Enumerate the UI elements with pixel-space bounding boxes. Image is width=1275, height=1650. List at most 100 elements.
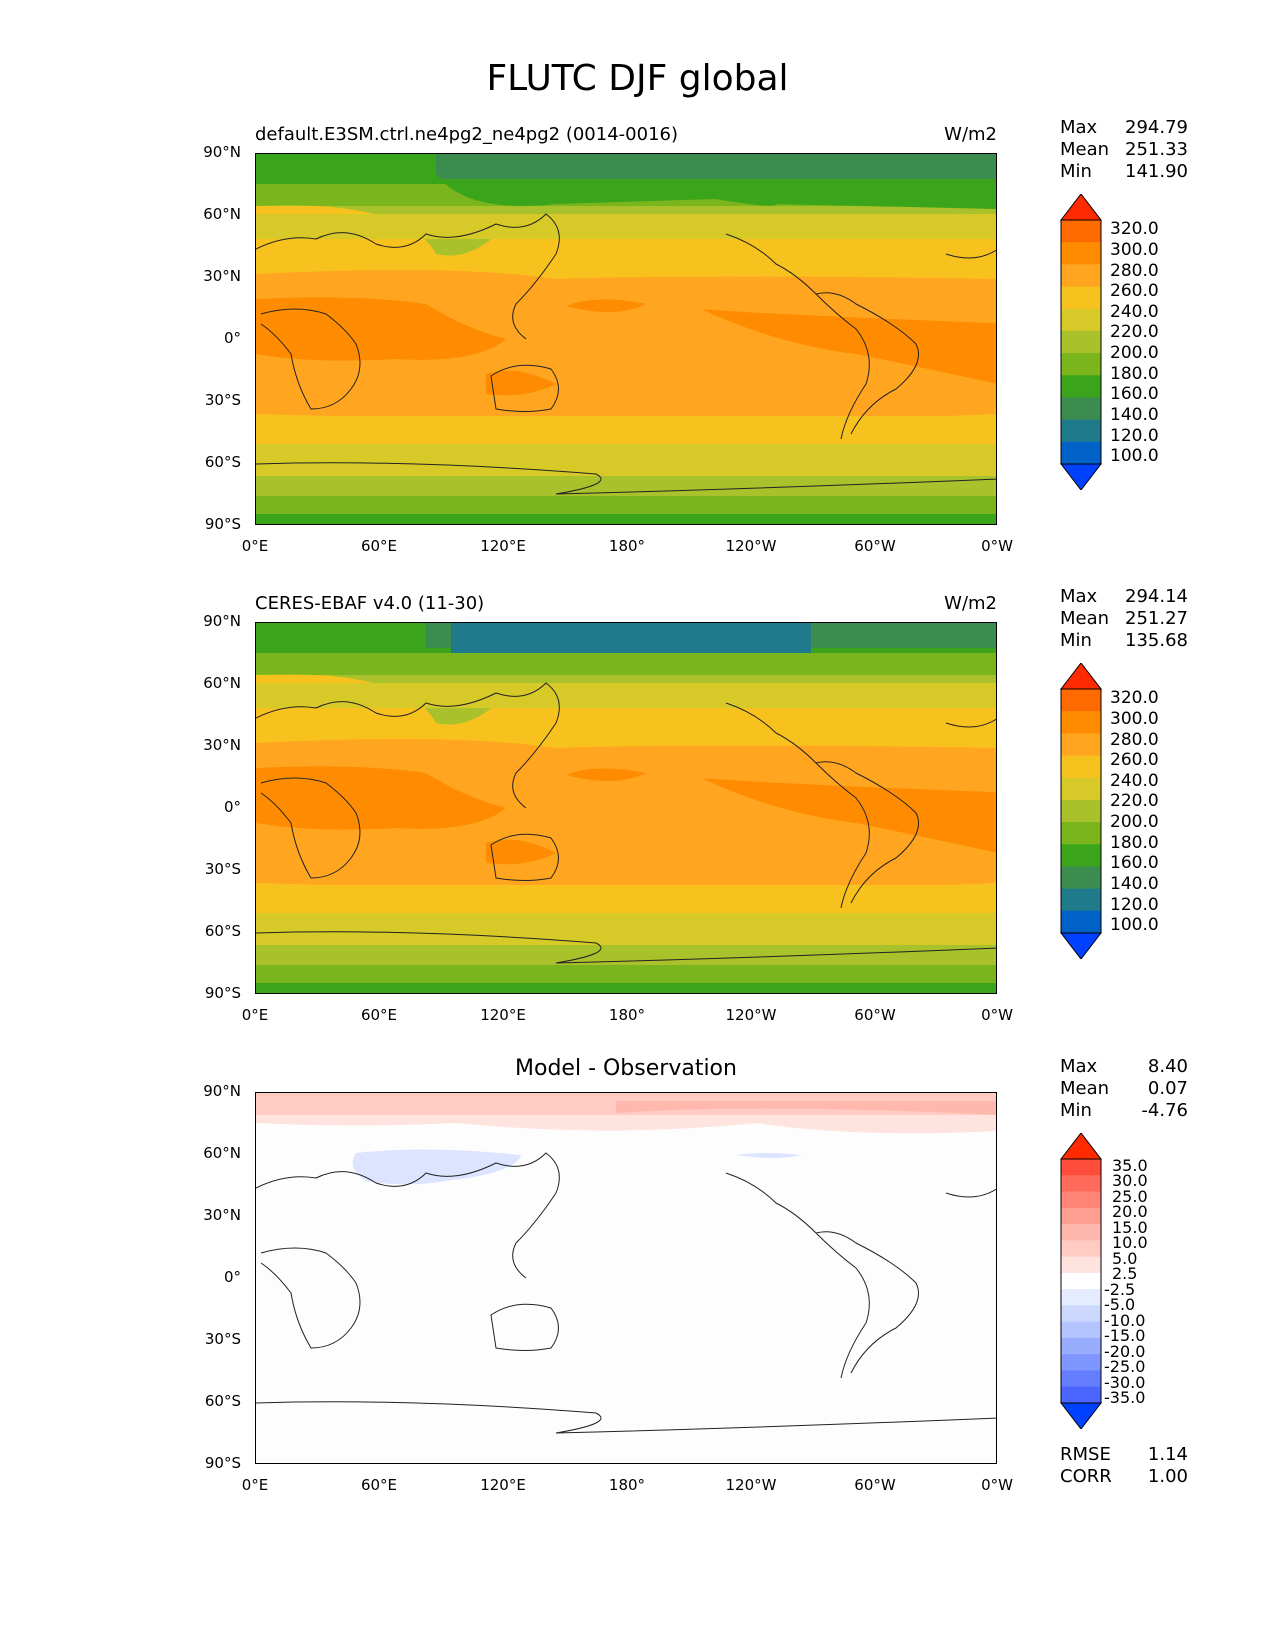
colorbar-label: 25.0: [1112, 1187, 1148, 1206]
stat-max-label: Max: [1060, 586, 1098, 607]
colorbar-label: 5.0: [1112, 1249, 1138, 1268]
corr-label: CORR: [1060, 1466, 1112, 1487]
colorbar-label: 180.0: [1110, 833, 1159, 853]
stat-max: 294.79: [1125, 117, 1188, 138]
colorbar-label: -35.0: [1104, 1388, 1146, 1407]
stat-mean: 251.33: [1125, 139, 1188, 160]
ytick: 90°N: [203, 612, 241, 630]
colorbar-label: 240.0: [1110, 771, 1159, 791]
ytick: 60°N: [203, 205, 241, 223]
xtick: 0°W: [981, 537, 1013, 555]
stat-mean-label: Mean: [1060, 608, 1110, 629]
colorbar-swatch: [1061, 375, 1101, 398]
ytick: 30°N: [203, 736, 241, 754]
colorbar-label: -25.0: [1104, 1357, 1146, 1376]
panel-label: default.E3SM.ctrl.ne4pg2_ne4pg2 (0014-00…: [255, 124, 678, 145]
colorbar-swatch: [1061, 220, 1101, 243]
rmse-label: RMSE: [1060, 1444, 1111, 1465]
stats-obs: Max 294.14 Mean 251.27 Min 135.68: [1060, 586, 1188, 652]
colorbar-swatch: [1061, 799, 1101, 823]
colorbar-label: 160.0: [1110, 384, 1159, 404]
stats-rmse-corr: RMSE 1.14 CORR 1.00: [1060, 1444, 1188, 1488]
map-model: [255, 153, 997, 525]
colorbar-swatch: [1061, 1175, 1101, 1193]
colorbar-obs: [1059, 663, 1103, 959]
ytick: 30°N: [203, 1206, 241, 1224]
colorbar-extend-top: [1059, 663, 1103, 690]
colorbar-swatch: [1061, 286, 1101, 310]
xtick: 180°: [608, 1476, 646, 1494]
colorbar-swatch: [1061, 1191, 1101, 1209]
colorbar-extend-top: [1059, 1133, 1103, 1160]
colorbar-swatch: [1061, 1321, 1101, 1339]
colorbar-swatch: [1061, 910, 1101, 934]
ytick: 60°S: [204, 453, 241, 471]
colorbar-swatch: [1061, 1256, 1101, 1274]
colorbar-swatch: [1061, 397, 1101, 421]
colorbar-label: 220.0: [1110, 791, 1159, 811]
colorbar-label: -5.0: [1104, 1295, 1136, 1314]
colorbar-extend-bottom: [1059, 1402, 1103, 1429]
xtick: 180°: [608, 1006, 646, 1024]
colorbar-swatch: [1061, 353, 1101, 376]
corr-value: 1.00: [1147, 1466, 1188, 1487]
colorbar-label: 10.0: [1112, 1233, 1148, 1252]
colorbar-swatch: [1061, 1337, 1101, 1355]
stat-min-label: Min: [1060, 161, 1092, 182]
stat-min-label: Min: [1060, 1100, 1092, 1121]
ytick: 0°: [223, 329, 241, 347]
stat-min: -4.76: [1141, 1100, 1188, 1121]
stat-mean-label: Mean: [1060, 139, 1110, 160]
colorbar-swatch: [1061, 1159, 1101, 1176]
units-label: W/m2: [944, 593, 997, 614]
ytick: 60°N: [203, 674, 241, 692]
colorbar-label: -15.0: [1104, 1326, 1146, 1345]
ytick: 90°S: [204, 515, 241, 533]
xtick: 0°E: [241, 1006, 269, 1024]
ytick: 90°S: [204, 1454, 241, 1472]
colorbar-swatches: [1059, 663, 1103, 959]
colorbar-swatches: [1059, 1133, 1103, 1429]
stat-mean: 0.07: [1147, 1078, 1188, 1099]
colorbar-label: 140.0: [1110, 405, 1159, 425]
ytick: 60°S: [204, 922, 241, 940]
colorbar-label: 35.0: [1112, 1156, 1148, 1175]
colorbar-swatch: [1061, 1272, 1101, 1290]
colorbar-swatch: [1061, 733, 1101, 757]
colorbar-frame: [1060, 688, 1102, 934]
colorbar-swatch: [1061, 330, 1101, 354]
xtick: 60°E: [360, 1476, 398, 1494]
colorbar-swatch: [1061, 1207, 1101, 1225]
colorbar-frame: [1060, 1158, 1102, 1404]
colorbar-label: 200.0: [1110, 343, 1159, 363]
colorbar-label: 300.0: [1110, 240, 1159, 260]
map-model-svg: [256, 154, 996, 524]
panel-label: CERES-EBAF v4.0 (11-30): [255, 593, 485, 614]
colorbar-swatch: [1061, 777, 1101, 801]
colorbar-swatch: [1061, 755, 1101, 779]
colorbar-swatch: [1061, 419, 1101, 443]
panel-label: Model - Observation: [515, 1056, 737, 1081]
ytick: 30°S: [204, 860, 241, 878]
stat-mean: 251.27: [1125, 608, 1188, 629]
stat-min-label: Min: [1060, 630, 1092, 651]
map-obs-svg: [256, 623, 996, 993]
colorbar-label: -30.0: [1104, 1373, 1146, 1392]
colorbar-model: [1059, 194, 1103, 490]
map-diff-svg: [256, 1093, 996, 1463]
ytick: 30°S: [204, 391, 241, 409]
ytick: 0°: [223, 1268, 241, 1286]
colorbar-swatch: [1061, 1370, 1101, 1388]
colorbar-label: 220.0: [1110, 322, 1159, 342]
colorbar-label: 140.0: [1110, 874, 1159, 894]
colorbar-label: 260.0: [1110, 750, 1159, 770]
colorbar-label: 320.0: [1110, 688, 1159, 708]
xtick: 120°E: [480, 1476, 526, 1494]
ytick: 0°: [223, 798, 241, 816]
colorbar-swatch: [1061, 866, 1101, 890]
colorbar-swatch: [1061, 308, 1101, 332]
figure-title: FLUTC DJF global: [486, 58, 789, 99]
colorbar-swatch: [1061, 1224, 1101, 1241]
colorbar-swatch: [1061, 242, 1101, 265]
colorbar-label: 20.0: [1112, 1202, 1148, 1221]
